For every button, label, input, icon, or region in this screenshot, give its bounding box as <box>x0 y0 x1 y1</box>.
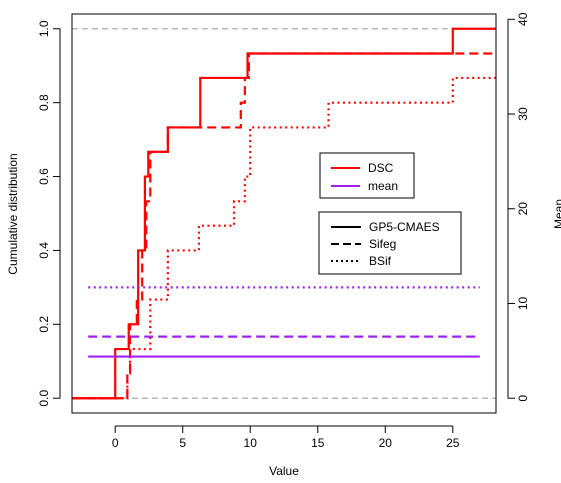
x-axis-label: Value <box>269 464 299 478</box>
legend-linetype-box <box>318 211 462 275</box>
x-tick-label: 15 <box>311 436 325 450</box>
legend-gp5-cmaes-label: GP5-CMAES <box>369 220 440 234</box>
y-right-tick-label: 30 <box>516 107 530 121</box>
y-right-tick-label: 0 <box>516 395 530 402</box>
y-right-tick-label: 10 <box>516 296 530 310</box>
dsc-bsif-line <box>72 76 496 400</box>
y-left-tick-label: 0.4 <box>37 242 51 259</box>
y-axis-right: 0 10 20 30 40 <box>507 12 530 402</box>
legend-linetype: GP5-CMAES Sifeg BSif <box>318 211 462 275</box>
y-left-tick-label: 0.2 <box>37 316 51 333</box>
legend-sifeg-label: Sifeg <box>369 237 396 251</box>
legend-bsif-label: BSif <box>369 254 392 268</box>
dsc-sifeg-line <box>72 52 496 400</box>
x-tick-label: 25 <box>446 436 460 450</box>
plot-frame <box>71 13 497 414</box>
x-axis: 0 5 10 15 20 25 <box>112 425 460 450</box>
y-right-tick-label: 40 <box>516 12 530 26</box>
y-right-tick-label: 20 <box>516 202 530 216</box>
legend-color-box <box>319 152 415 199</box>
y-axis-left: 0.0 0.2 0.4 0.6 0.8 1.0 <box>37 20 61 407</box>
y-axis-right-label: Mean <box>552 199 561 229</box>
x-tick-label: 5 <box>179 436 186 450</box>
y-axis-left-label: Cumulative distribution <box>6 153 20 274</box>
y-left-tick-label: 0.6 <box>37 168 51 185</box>
reference-lines <box>72 28 496 399</box>
dsc-gp5-cmaes-line <box>72 27 496 400</box>
series-layer <box>72 27 496 400</box>
x-tick-label: 0 <box>112 436 119 450</box>
legend-color: DSC mean <box>319 152 415 199</box>
x-tick-label: 20 <box>379 436 393 450</box>
y-left-tick-label: 0.8 <box>37 94 51 111</box>
y-left-tick-label: 0.0 <box>37 390 51 407</box>
legend-dsc-label: DSC <box>368 161 394 175</box>
legend-mean-label: mean <box>368 179 398 193</box>
x-tick-label: 10 <box>244 436 258 450</box>
y-left-tick-label: 1.0 <box>37 20 51 37</box>
